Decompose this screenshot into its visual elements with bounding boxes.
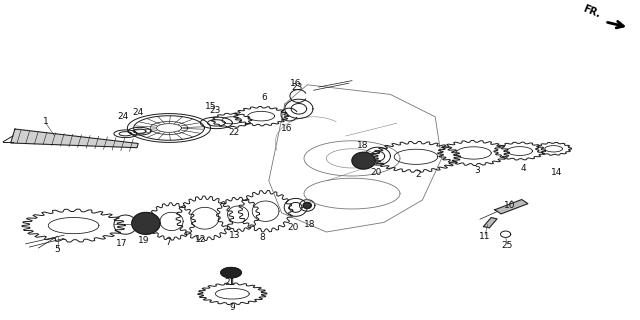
Text: 23: 23 — [209, 106, 221, 115]
Text: 12: 12 — [195, 236, 207, 244]
Text: 18: 18 — [304, 220, 316, 229]
Text: 14: 14 — [551, 168, 563, 177]
Text: 9: 9 — [230, 303, 235, 312]
Polygon shape — [221, 268, 241, 278]
Text: 8: 8 — [259, 233, 264, 242]
Polygon shape — [132, 212, 160, 234]
Text: 6: 6 — [262, 93, 267, 102]
Text: 15: 15 — [205, 102, 217, 111]
Text: 20: 20 — [371, 168, 382, 177]
Text: 23: 23 — [291, 84, 303, 92]
Polygon shape — [495, 200, 528, 214]
Polygon shape — [303, 203, 311, 208]
Text: 3: 3 — [474, 166, 479, 175]
Text: 11: 11 — [479, 232, 491, 241]
Text: 19: 19 — [138, 236, 149, 245]
Text: 20: 20 — [287, 223, 299, 232]
Text: 7: 7 — [165, 238, 170, 247]
Text: 25: 25 — [502, 241, 513, 250]
Text: 24: 24 — [132, 108, 144, 117]
Text: 22: 22 — [228, 128, 240, 137]
Polygon shape — [483, 218, 497, 228]
Text: 13: 13 — [229, 231, 241, 240]
Text: 17: 17 — [116, 239, 127, 248]
Text: 16: 16 — [290, 79, 301, 88]
Polygon shape — [11, 129, 138, 148]
Text: 18: 18 — [356, 141, 368, 150]
Text: 16: 16 — [281, 124, 292, 133]
Text: 2: 2 — [416, 170, 421, 179]
Text: FR.: FR. — [581, 3, 602, 19]
Text: 4: 4 — [520, 164, 525, 173]
Text: 24: 24 — [117, 112, 129, 121]
Text: 1: 1 — [44, 117, 49, 126]
Text: 21: 21 — [225, 278, 236, 287]
Text: 10: 10 — [504, 201, 516, 210]
Polygon shape — [352, 152, 375, 169]
Text: 5: 5 — [55, 245, 60, 254]
